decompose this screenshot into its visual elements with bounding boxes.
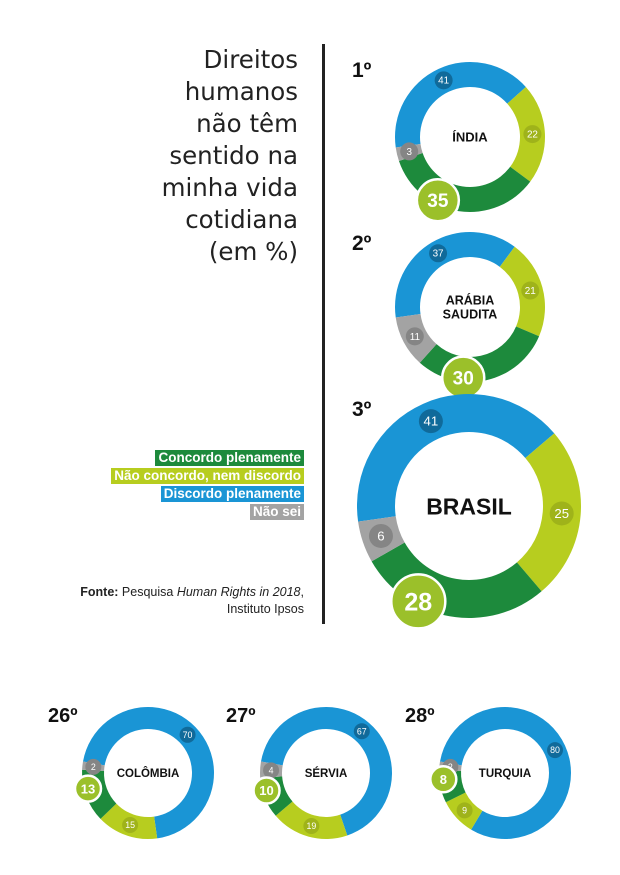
country-name: SAUDITA (443, 308, 498, 322)
value-label-discordo: 80 (550, 745, 560, 755)
rank-label: 27º (226, 705, 256, 727)
rank-label: 26º (48, 705, 78, 727)
title-line: não têm (196, 109, 298, 138)
value-dot-neutro (456, 802, 473, 819)
value-label-concordo: 10 (259, 783, 273, 798)
rank-label: 28º (405, 705, 435, 727)
value-dot-nao-sei (400, 142, 419, 161)
rank-label: 1º (352, 59, 372, 82)
title-line: humanos (184, 77, 298, 106)
value-dot-neutro (523, 125, 542, 144)
legend-item-concordo: Concordo plenamente (155, 450, 304, 466)
value-dot-neutro (122, 817, 139, 834)
donut-segment-discordo (395, 61, 526, 148)
legend-item-neutro: Não concordo, nem discordo (111, 468, 304, 484)
value-dot-neutro (549, 501, 574, 526)
rank-label: 2º (352, 232, 372, 255)
country-name: BRASIL (426, 493, 512, 519)
value-dot-nao-sei (263, 762, 280, 779)
chart-title: Direitos humanos não têm sentido na minh… (78, 44, 298, 268)
value-label-nao-sei: 11 (410, 332, 421, 343)
value-label-nao-sei: 2 (91, 762, 96, 772)
donut-segment-neutro (516, 433, 581, 592)
value-dot-nao-sei (405, 327, 424, 346)
donut-segment-discordo (357, 394, 555, 522)
value-badge-concordo (252, 776, 281, 805)
value-label-neutro: 25 (554, 506, 569, 521)
donut-segment-discordo (394, 232, 515, 318)
value-dot-neutro (303, 818, 320, 835)
value-dot-discordo (418, 409, 443, 434)
value-label-discordo: 70 (183, 730, 193, 740)
value-label-neutro: 22 (527, 130, 538, 141)
donut-segment-discordo (261, 707, 393, 836)
divider-line (322, 44, 325, 624)
country-name: TURQUIA (479, 768, 531, 780)
value-badge-concordo (73, 774, 103, 803)
source-text: Pesquisa (118, 585, 177, 599)
rank-label: 3º (352, 398, 372, 421)
value-label-concordo: 8 (440, 772, 447, 787)
source-publisher: , Instituto Ipsos (226, 585, 304, 616)
value-dot-discordo (179, 726, 196, 743)
title-line: (em %) (208, 237, 298, 266)
donut-4: 67 19 4 10 SÉRVIA 27º (226, 705, 393, 839)
title-line: Direitos (203, 45, 298, 74)
country-name: ARÁBIA (446, 292, 495, 307)
value-label-neutro: 19 (306, 821, 316, 831)
country-name: SÉRVIA (305, 767, 348, 780)
value-dot-neutro (521, 281, 540, 300)
title-line: sentido na (169, 141, 298, 170)
legend: Concordo plenamente Não concordo, nem di… (111, 449, 304, 521)
value-dot-discordo (434, 71, 453, 90)
legend-item-nao-sei: Não sei (249, 504, 304, 520)
value-label-nao-sei: 3 (406, 147, 412, 158)
value-dot-nao-sei (368, 523, 393, 548)
donut-3: 70 15 2 13 COLÔMBIA 26º (48, 705, 215, 839)
title-line: minha vida (161, 173, 298, 202)
value-label-concordo: 30 (453, 369, 474, 390)
value-label-discordo: 37 (433, 249, 444, 260)
title-line: cotidiana (185, 205, 298, 234)
value-label-concordo: 13 (81, 781, 95, 796)
value-label-concordo: 28 (404, 588, 432, 616)
value-label-discordo: 41 (424, 414, 439, 429)
value-label-neutro: 21 (525, 286, 536, 297)
source-title: Human Rights in 2018 (176, 585, 301, 599)
value-label-nao-sei: 6 (377, 529, 384, 544)
value-dot-nao-sei (85, 758, 102, 775)
value-badge-concordo (415, 178, 461, 223)
value-label-neutro: 15 (125, 820, 135, 830)
country-name: COLÔMBIA (117, 767, 180, 780)
source-label: Fonte: (80, 585, 119, 599)
donut-5: 80928TURQUIA28º (405, 705, 571, 839)
value-label-neutro: 9 (462, 805, 467, 815)
donut-2: 41 25 6 28 BRASIL 3º (352, 394, 581, 630)
legend-item-discordo: Discordo plenamente (160, 486, 304, 502)
value-badge-concordo (390, 573, 447, 630)
value-dot-discordo (353, 723, 370, 740)
country-name: ÍNDIA (452, 130, 488, 145)
donut-segment-discordo (83, 707, 215, 839)
donut-segment-discordo (440, 707, 571, 839)
value-dot-discordo (429, 244, 448, 263)
value-label-discordo: 41 (438, 76, 449, 87)
value-label-concordo: 35 (427, 191, 449, 212)
source-note: Fonte: Pesquisa Human Rights in 2018, In… (44, 584, 304, 618)
value-label-nao-sei: 4 (269, 765, 274, 775)
value-dot-discordo (547, 742, 564, 759)
value-label-discordo: 67 (357, 726, 367, 736)
donut-0: 41 22 3 35 ÍNDIA 1º (352, 59, 545, 223)
value-badge-concordo (429, 765, 458, 794)
